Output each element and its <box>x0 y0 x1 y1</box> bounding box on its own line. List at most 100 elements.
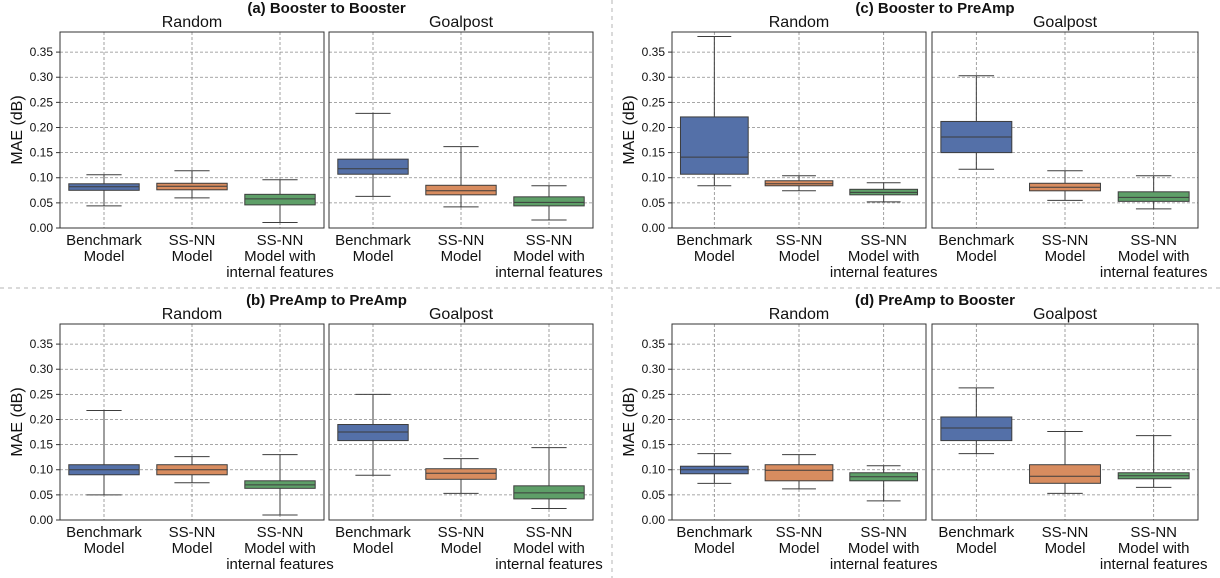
x-tick-line: internal features <box>495 264 603 281</box>
iqr-box <box>764 464 834 482</box>
x-tick-line: SS-NN <box>1042 524 1089 541</box>
x-tick-line: Benchmark <box>66 232 142 249</box>
facet-title: Goalpost <box>1033 14 1098 31</box>
y-tick-label: 0.25 <box>642 387 666 401</box>
y-tick-label: 0.05 <box>642 196 666 210</box>
x-tick-label: SS-NN Model <box>776 232 823 265</box>
y-tick-label: 0.00 <box>30 513 54 527</box>
facet-title: Goalpost <box>1033 306 1098 323</box>
y-tick-label: 0.25 <box>30 95 54 109</box>
x-tick-line: internal features <box>1100 556 1208 573</box>
y-tick-label: 0.30 <box>642 362 666 376</box>
y-tick-label: 0.00 <box>642 513 666 527</box>
y-tick-label: 0.20 <box>642 412 666 426</box>
x-tick-line: Model with <box>244 540 316 557</box>
facet-frame <box>931 31 1199 229</box>
y-tick-label: 0.30 <box>30 70 54 84</box>
x-tick-line: internal features <box>830 556 938 573</box>
facet-title: Random <box>162 14 222 31</box>
box-benchmark <box>679 36 749 187</box>
chart-panel: (d) PreAmp to Booster MAE (dB) Random Bench… <box>621 292 1207 573</box>
x-tick-label: SS-NN Model <box>776 524 823 557</box>
box-ss-nn-internal <box>1117 435 1190 488</box>
facet-title: Goalpost <box>429 306 494 323</box>
y-tick-label: 0.05 <box>642 488 666 502</box>
box-ss-nn <box>425 146 497 208</box>
y-tick-label: 0.10 <box>30 463 54 477</box>
x-tick-label: Benchmark Model <box>676 232 752 265</box>
facet-title: Goalpost <box>429 14 494 31</box>
y-tick-label: 0.10 <box>30 171 54 185</box>
x-tick-line: Model <box>441 540 482 557</box>
iqr-box <box>425 184 497 196</box>
y-tick-label: 0.20 <box>30 412 54 426</box>
x-tick-line: Benchmark <box>335 232 411 249</box>
x-tick-line: Benchmark <box>938 524 1014 541</box>
panel-title: (b) PreAmp to PreAmp <box>246 292 407 309</box>
y-axis-label: MAE (dB) <box>9 95 26 164</box>
iqr-box <box>425 468 497 480</box>
x-tick-line: Benchmark <box>676 524 752 541</box>
y-tick-label: 0.15 <box>642 146 666 160</box>
x-tick-line: Model with <box>1118 540 1190 557</box>
facet-frame <box>328 31 594 229</box>
x-tick-line: Model with <box>1118 248 1190 265</box>
x-tick-line: Model <box>956 248 997 265</box>
facet-frame <box>931 323 1199 521</box>
box-ss-nn <box>1029 431 1101 494</box>
chart-panel: (a) Booster to Booster MAE (dB) Random Benc… <box>9 0 603 281</box>
x-tick-label: SS-NN Model <box>1042 524 1089 557</box>
facet-frame <box>671 31 927 229</box>
x-tick-line: Model <box>779 248 820 265</box>
x-tick-line: Model <box>779 540 820 557</box>
x-tick-line: SS-NN <box>526 524 573 541</box>
box-benchmark <box>68 174 140 207</box>
x-tick-label: Benchmark Model <box>335 524 411 557</box>
facet-frame <box>671 323 927 521</box>
x-tick-label: SS-NN Model with internal features <box>830 232 938 281</box>
box-ss-nn-internal <box>513 447 585 509</box>
iqr-box <box>940 416 1013 442</box>
box-ss-nn-internal <box>849 182 919 203</box>
x-tick-line: SS-NN <box>776 524 823 541</box>
box-ss-nn <box>425 458 497 494</box>
x-tick-line: internal features <box>830 264 938 281</box>
x-tick-label: SS-NN Model with internal features <box>830 524 938 573</box>
panel-title: (d) PreAmp to Booster <box>855 292 1015 309</box>
box-benchmark <box>68 409 140 496</box>
y-tick-label: 0.25 <box>642 95 666 109</box>
y-tick-label: 0.15 <box>30 438 54 452</box>
box-ss-nn-internal <box>244 179 316 223</box>
panel-title: (a) Booster to Booster <box>247 0 406 17</box>
x-tick-line: internal features <box>495 556 603 573</box>
x-tick-line: SS-NN <box>257 524 304 541</box>
x-tick-line: SS-NN <box>526 232 573 249</box>
x-tick-label: SS-NN Model <box>438 232 485 265</box>
chart-panel: (b) PreAmp to PreAmp MAE (dB) Random Benchm… <box>9 292 603 573</box>
x-tick-line: internal features <box>226 264 334 281</box>
y-tick-label: 0.35 <box>642 337 666 351</box>
x-tick-label: Benchmark Model <box>66 232 142 265</box>
y-tick-label: 0.15 <box>30 146 54 160</box>
iqr-box <box>1029 464 1101 484</box>
y-tick-label: 0.30 <box>30 362 54 376</box>
x-tick-line: Model <box>172 248 213 265</box>
x-tick-line: Benchmark <box>66 524 142 541</box>
x-tick-line: SS-NN <box>860 524 907 541</box>
iqr-box <box>679 116 749 175</box>
facet-title: Random <box>162 306 222 323</box>
iqr-box <box>1117 191 1190 202</box>
x-tick-line: Benchmark <box>335 524 411 541</box>
facet-title: Random <box>769 14 829 31</box>
x-tick-line: SS-NN <box>860 232 907 249</box>
box-ss-nn-internal <box>244 454 316 516</box>
iqr-box <box>513 485 585 500</box>
y-tick-label: 0.35 <box>30 45 54 59</box>
x-tick-line: Benchmark <box>938 232 1014 249</box>
iqr-box <box>337 424 409 442</box>
box-benchmark <box>679 453 749 484</box>
